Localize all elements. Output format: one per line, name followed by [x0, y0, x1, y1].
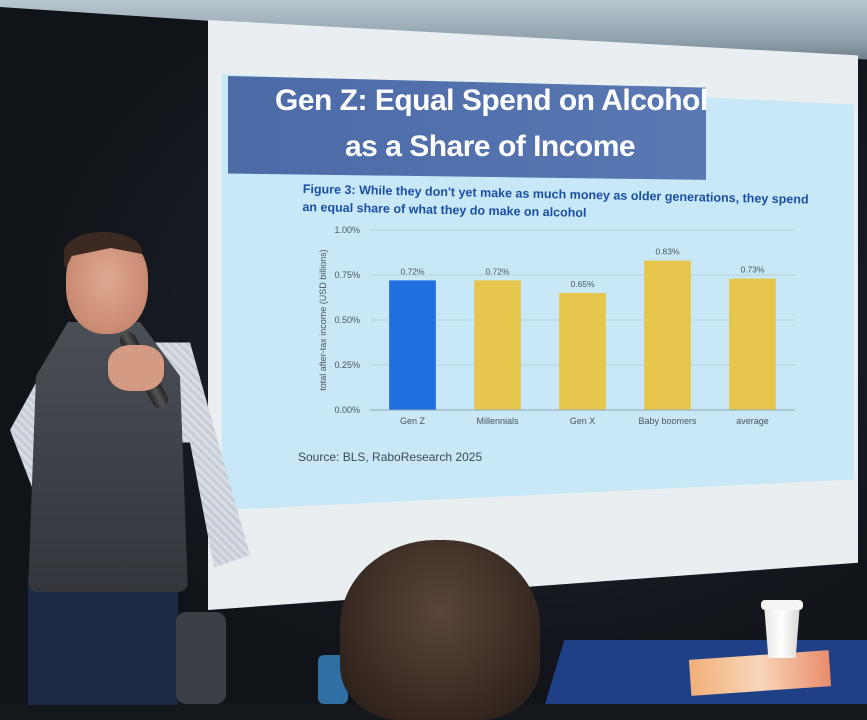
y-tick-label: 1.00%: [334, 225, 360, 235]
x-tick-label: Gen X: [570, 416, 596, 426]
y-tick-label: 0.50%: [334, 315, 360, 325]
y-tick-label: 0.75%: [334, 270, 360, 280]
x-tick-label: Baby boomers: [638, 416, 697, 426]
presenter-hand: [108, 345, 164, 391]
x-tick-label: average: [736, 416, 769, 426]
data-label: 0.65%: [570, 279, 595, 289]
chair: [176, 612, 226, 704]
source-note: Source: BLS, RaboResearch 2025: [298, 450, 483, 464]
data-label: 0.73%: [740, 265, 765, 275]
x-tick-label: Gen Z: [400, 416, 426, 426]
x-tick-label: Millennials: [476, 416, 519, 426]
bar-chart: 0.00% 0.25% 0.50% 0.75% 1.00% 0.72% Gen Z 0.72%…: [334, 225, 795, 426]
coffee-cup-lid: [761, 600, 803, 610]
data-label: 0.83%: [655, 247, 680, 257]
data-label: 0.72%: [400, 266, 425, 276]
slide-title-line-2: as a Share of Income: [345, 130, 636, 163]
presenter-pants: [28, 575, 178, 705]
y-tick-label: 0.00%: [334, 405, 360, 415]
slide-title-band: [228, 76, 706, 180]
bar-gen-z: [389, 280, 436, 410]
bar-baby-boomers: [644, 260, 691, 410]
bar-gen-x: [559, 293, 606, 410]
coffee-cup: [764, 604, 800, 658]
data-label: 0.72%: [485, 266, 510, 276]
bar-average: [729, 278, 776, 410]
y-tick-label: 0.25%: [334, 360, 360, 370]
slide-title-line-1: Gen Z: Equal Spend on Alcohol: [275, 84, 708, 117]
audience-member-head: [340, 540, 540, 720]
bar-millennials: [474, 280, 521, 410]
